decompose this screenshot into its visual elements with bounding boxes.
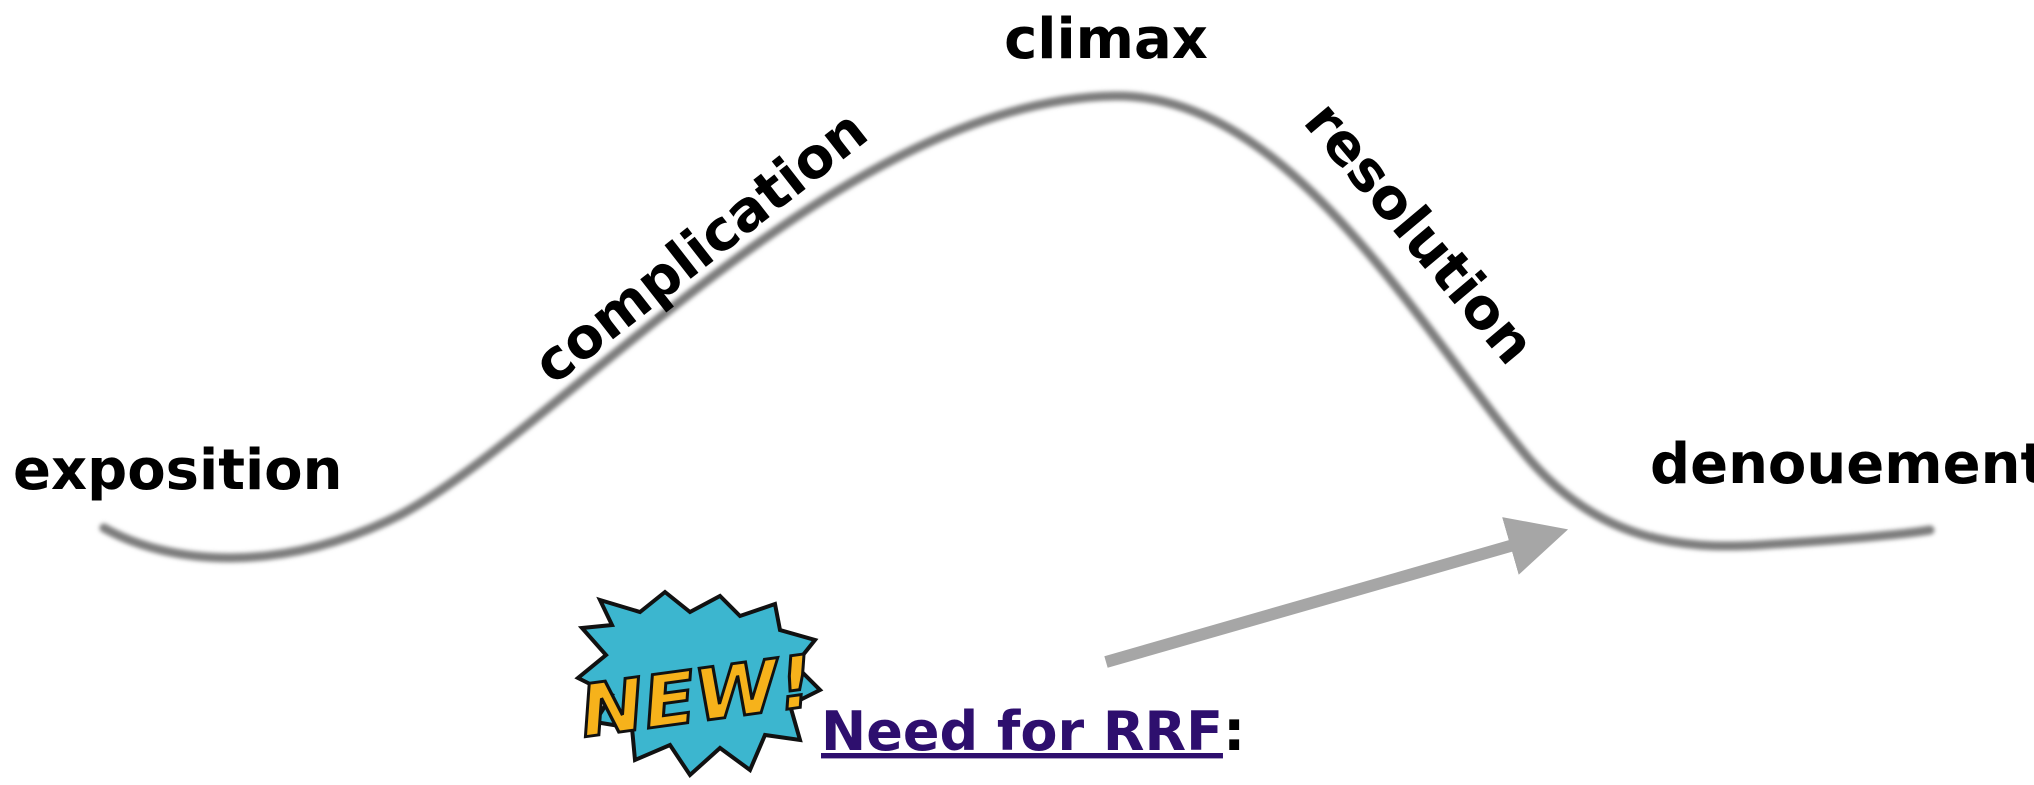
label-exposition: exposition [13,438,343,503]
rrf-link[interactable]: Need for RRF [821,700,1223,763]
label-denouement: denouement [1650,432,2034,497]
footer-text: Need for RRF: [821,699,1245,764]
new-badge: NEW! [577,592,820,775]
label-complication: complication [522,98,880,398]
page: exposition complication climax resolutio… [0,0,2034,785]
plot-diagram: exposition complication climax resolutio… [0,0,2034,785]
label-climax: climax [1004,7,1208,72]
arrow [1106,536,1545,662]
label-resolution: resolution [1291,89,1547,377]
colon: : [1223,699,1245,764]
